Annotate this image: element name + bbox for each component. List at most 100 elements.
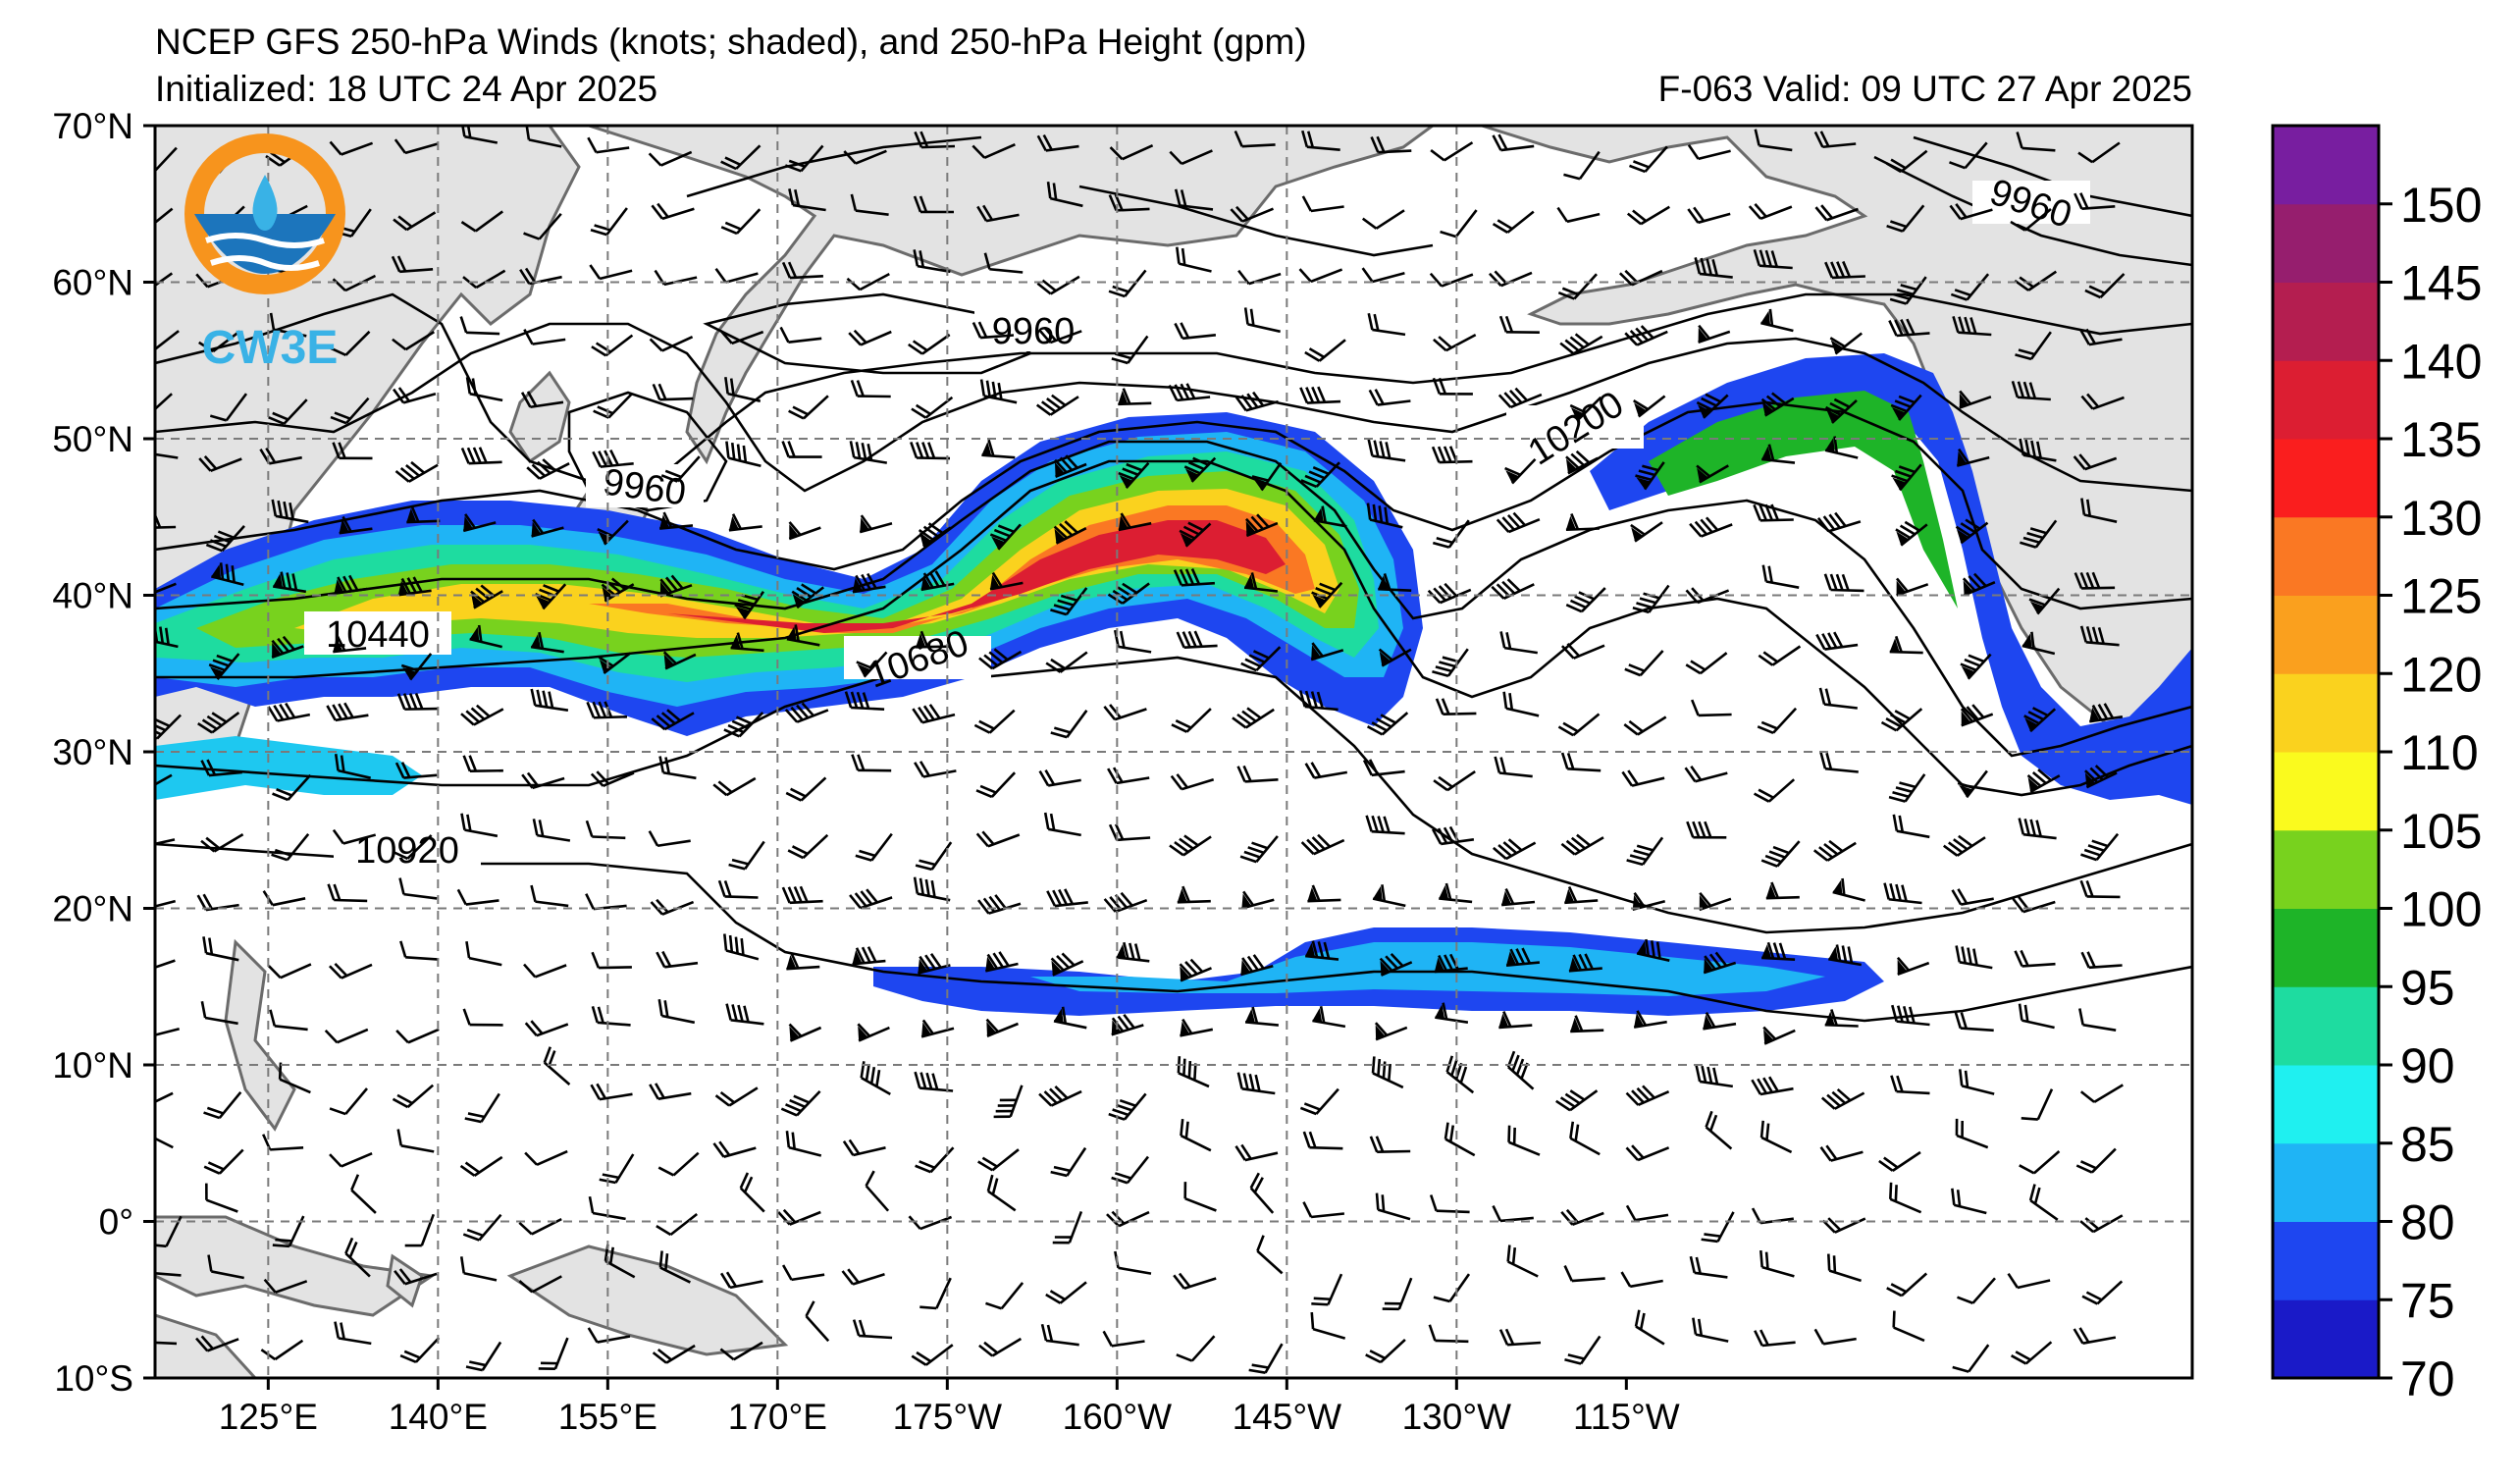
wind-barb	[985, 951, 1019, 973]
lat-label: 10°S	[54, 1358, 133, 1399]
wind-barb	[1362, 759, 1405, 777]
wind-barb	[1687, 144, 1731, 161]
wind-barb	[155, 330, 180, 352]
height-contours	[155, 135, 2192, 1023]
colorbar-swatch	[2273, 360, 2379, 440]
colorbar-label: 110	[2400, 725, 2479, 780]
wind-barb	[1433, 1273, 1471, 1303]
wind-barb	[195, 1335, 239, 1352]
wind-barb	[2011, 381, 2051, 401]
wind-barb	[518, 1217, 562, 1236]
wind-barb	[1108, 823, 1151, 842]
wind-barb	[1234, 391, 1279, 412]
wind-barb	[649, 1083, 692, 1100]
wind-barb	[656, 950, 699, 969]
wind-barb	[1312, 1006, 1346, 1029]
wind-barb	[1369, 1136, 1411, 1154]
wind-barb	[267, 963, 312, 980]
wind-barb	[1885, 149, 1928, 174]
colorbar-swatch	[2273, 1142, 2379, 1222]
wind-barb	[1109, 144, 1154, 161]
wind-barb	[273, 571, 307, 594]
lon-label: 130°W	[1402, 1397, 1512, 1437]
wind-barb	[329, 1087, 368, 1116]
wind-barb	[1625, 1085, 1670, 1107]
wind-barb	[852, 946, 886, 966]
wind-barb	[1304, 339, 1346, 362]
wind-barb	[459, 316, 500, 336]
wind-barb	[1111, 1155, 1150, 1185]
wind-barb	[1176, 1335, 1216, 1362]
wind-barb	[1307, 884, 1341, 903]
wind-barb	[1043, 812, 1081, 837]
wind-barb	[1684, 766, 1728, 783]
wind-barb	[856, 651, 888, 678]
wind-barb	[1035, 394, 1079, 416]
wind-barb	[521, 771, 565, 790]
wind-barb	[1824, 1009, 1859, 1028]
wind-barb	[920, 1019, 955, 1038]
wind-barb	[1758, 645, 1802, 666]
wind-barb	[1502, 691, 1540, 717]
colorbar-swatch	[2273, 1221, 2379, 1300]
wind-barb	[918, 522, 952, 548]
map-title: NCEP GFS 250-hPa Winds (knots; shaded), …	[155, 22, 1307, 62]
wind-barb	[1372, 884, 1406, 908]
wind-barb	[330, 397, 370, 425]
wind-barb	[1046, 181, 1083, 208]
wind-barb	[1299, 1087, 1339, 1116]
colorbar-label: 75	[2400, 1273, 2455, 1328]
wind-barb	[1108, 193, 1150, 212]
wind-barb	[2019, 1150, 2061, 1175]
wind-barb	[1183, 1182, 1217, 1212]
wind-barb	[339, 515, 373, 535]
lon-label: 175°W	[893, 1397, 1003, 1437]
wind-barb	[846, 272, 890, 291]
jet-band-110kt	[294, 489, 1339, 638]
wind-barb	[1821, 1217, 1866, 1234]
wind-barb	[1497, 387, 1543, 409]
wind-barb	[1954, 1011, 1994, 1033]
wind-barb	[1886, 204, 1925, 233]
wind-barb	[155, 899, 177, 911]
wind-barb	[1626, 836, 1664, 867]
wind-barb	[459, 1155, 503, 1177]
wind-barb	[268, 398, 308, 426]
wind-barb	[1557, 273, 1598, 300]
wind-barb	[1379, 952, 1413, 977]
wind-barb	[1244, 1006, 1280, 1027]
lon-label: 155°E	[558, 1397, 657, 1437]
wind-barb	[1498, 315, 1540, 334]
wind-barb	[1053, 520, 1087, 545]
wind-barb	[208, 653, 240, 680]
wind-barb	[971, 321, 1015, 340]
wind-barb	[1686, 821, 1727, 839]
wind-barb	[1239, 835, 1279, 864]
wind-barb	[658, 756, 697, 780]
wind-barb	[538, 1337, 569, 1371]
wind-barb	[725, 441, 761, 468]
wind-barb	[780, 1090, 821, 1117]
wind-barb	[1955, 945, 1993, 970]
wind-barb	[2079, 1214, 2124, 1234]
wind-barb	[787, 833, 829, 860]
wind-barb	[1759, 1249, 1795, 1278]
wind-barb	[1179, 521, 1212, 548]
colorbar-swatch	[2273, 516, 2379, 596]
wind-barb	[1361, 267, 1405, 284]
wind-barb	[1493, 838, 1537, 861]
wind-barb	[1106, 1210, 1150, 1228]
wind-barb	[396, 692, 439, 711]
wind-barb	[155, 1091, 174, 1109]
wind-barb	[1696, 464, 1729, 484]
lat-label: 70°N	[52, 106, 133, 146]
colorbar: 70 75 80 85 90 95 100 105 110 120 125 130 135 140 145 1…	[2271, 124, 2482, 1406]
wind-barb	[155, 578, 177, 598]
wind-barb	[1812, 839, 1857, 862]
lat-label: 30°N	[52, 732, 133, 772]
wind-barb	[1169, 834, 1212, 857]
wind-barb	[1248, 1343, 1284, 1374]
wind-barb	[920, 570, 955, 592]
wind-barb	[849, 888, 893, 910]
wind-barb	[1760, 840, 1801, 868]
